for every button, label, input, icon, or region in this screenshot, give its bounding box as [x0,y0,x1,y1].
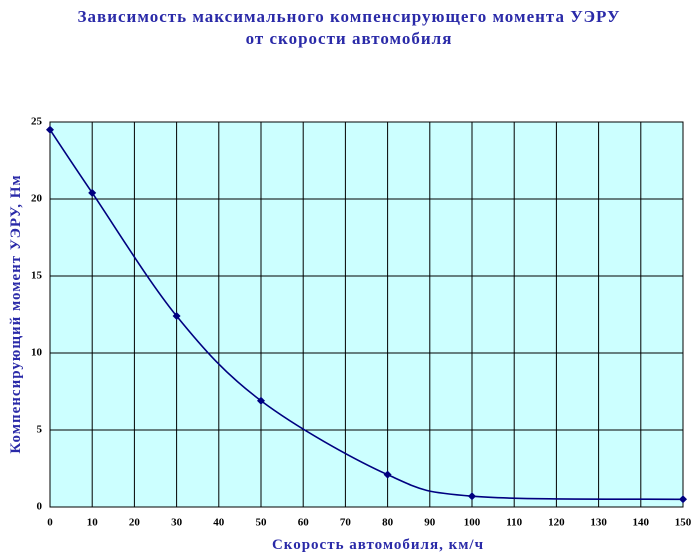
marker [46,125,54,134]
marker [468,492,476,501]
marker [172,312,181,321]
x-tick-label: 130 [590,517,607,529]
y-axis-label: Компенсирующий момент УЭРУ, Нм [8,174,24,453]
y-tick-label: 20 [31,193,43,205]
plot-area [50,122,683,507]
x-tick-label: 120 [548,517,565,529]
x-tick-label: 10 [87,517,99,529]
y-tick-label: 25 [31,116,43,128]
marker [88,188,97,197]
x-tick-label: 110 [506,517,522,529]
x-axis-label: Скорость автомобиля, км/ч [272,537,484,553]
x-tick-label: 60 [298,517,310,529]
x-tick-label: 50 [256,517,268,529]
x-tick-label: 140 [633,517,650,529]
line [49,129,684,501]
y-tick-label: 10 [31,347,43,359]
x-tick-label: 40 [213,517,225,529]
x-tick-label: 20 [129,517,141,529]
y-tick-label: 0 [37,501,43,513]
marker [679,495,687,504]
y-tick-label: 15 [31,270,43,282]
x-tick-label: 80 [382,517,394,529]
x-tick-label: 70 [340,517,352,529]
marker [257,396,265,405]
marker [383,470,392,479]
x-tick-label: 90 [424,517,436,529]
x-tick-label: 100 [464,517,481,529]
chart-title: Зависимость максимального компенсирующег… [78,7,621,48]
x-tick-label: 150 [675,517,692,529]
y-tick-label: 5 [37,424,43,436]
x-tick-label: 0 [47,517,53,529]
plot-border [49,121,684,508]
x-tick-label: 30 [171,517,183,529]
